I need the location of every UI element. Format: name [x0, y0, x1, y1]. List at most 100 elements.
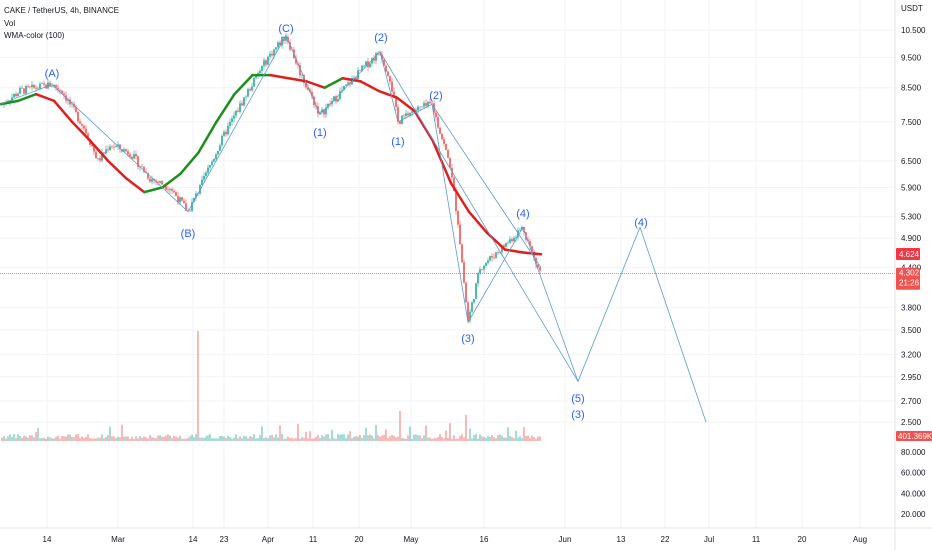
volume-bar — [185, 438, 187, 441]
volume-bar — [67, 434, 69, 441]
candle-body — [467, 302, 469, 321]
volume-bar — [309, 431, 311, 441]
candle-body — [61, 90, 63, 94]
candle-body — [299, 65, 301, 76]
volume-bar — [539, 436, 541, 441]
candle-body — [75, 107, 77, 112]
volume-bar — [419, 435, 421, 441]
candle-body — [389, 76, 391, 82]
candle-body — [433, 103, 435, 113]
volume-legend[interactable]: Vol — [4, 19, 16, 28]
volume-bar — [147, 438, 149, 441]
wave-label: (A) — [45, 68, 60, 80]
candle-body — [249, 89, 251, 91]
volume-bar — [501, 435, 503, 441]
price-tick-label: 2.700 — [901, 397, 922, 406]
symbol-title[interactable]: CAKE / TetherUS, 4h, BINANCE — [4, 6, 120, 15]
candle-body — [205, 172, 207, 177]
volume-bar — [379, 436, 381, 441]
candle-body — [97, 158, 99, 159]
candle-body — [147, 172, 149, 179]
candle-body — [239, 103, 241, 112]
volume-bar — [173, 435, 175, 441]
candle-body — [391, 81, 393, 92]
wave-label: (B) — [181, 228, 196, 240]
candle-body — [261, 65, 263, 71]
candle-body — [63, 93, 65, 96]
candle-body — [259, 70, 261, 74]
volume-bar — [79, 437, 81, 441]
candle-body — [447, 149, 449, 158]
time-tick-label: Jun — [559, 535, 572, 544]
volume-bar — [385, 429, 387, 441]
wma-legend[interactable]: WMA-color (100) — [4, 31, 65, 40]
volume-bar — [491, 434, 493, 441]
candle-body — [217, 150, 219, 155]
volume-bar — [329, 438, 331, 441]
time-tick-label: 13 — [617, 535, 626, 544]
volume-bar — [61, 435, 63, 441]
volume-bar — [393, 435, 395, 441]
candle-body — [403, 115, 405, 117]
volume-bar — [511, 437, 513, 441]
candle-body — [203, 176, 205, 180]
wma-segment — [0, 99, 20, 106]
volume-bar — [321, 435, 323, 441]
wave-label: (1) — [391, 136, 404, 148]
volume-bar — [219, 435, 221, 441]
candle-body — [37, 88, 39, 90]
volume-bar — [101, 434, 103, 441]
candle-body — [281, 36, 283, 46]
price-axis[interactable]: 10.500 9.500 8.500 7.500 6.500 5.900 5.300 4.90… — [901, 4, 926, 519]
volume-bar — [207, 435, 209, 441]
volume-bar — [27, 437, 29, 441]
price-tick-label: 6.500 — [901, 157, 922, 166]
candle-body — [251, 86, 253, 91]
volume-bar — [41, 438, 43, 441]
candle-body — [505, 243, 507, 247]
volume-bar — [339, 434, 341, 441]
volume-bar — [257, 438, 259, 441]
candle-body — [101, 152, 103, 161]
volume-bar — [111, 436, 113, 441]
volume-bar — [515, 430, 517, 441]
volume-bar — [443, 438, 445, 441]
volume-bar — [471, 438, 473, 441]
volume-bar — [307, 438, 309, 441]
volume-bar — [295, 438, 297, 441]
volume-bar — [367, 435, 369, 441]
volume-bar — [331, 429, 333, 441]
volume-bar — [431, 438, 433, 441]
candle-body — [431, 103, 433, 104]
candle-body — [157, 181, 159, 183]
volume-bar — [119, 437, 121, 441]
plot-background[interactable] — [0, 0, 895, 528]
candle-body — [219, 145, 221, 151]
volume-bar — [121, 424, 123, 441]
wma-value-badge — [896, 248, 920, 261]
volume-bar — [355, 436, 357, 441]
candle-body — [253, 77, 255, 87]
volume-bar — [157, 435, 159, 441]
candle-body — [189, 210, 191, 212]
candle-body — [473, 299, 475, 303]
time-axis[interactable]: 14 Mar 14 23 Apr 11 20 May 16 Jun 13 22 Jul 11 20 Aug — [43, 535, 868, 544]
candle-body — [483, 265, 485, 270]
volume-bar — [255, 438, 257, 441]
volume-bar — [211, 438, 213, 441]
candle-body — [345, 84, 347, 86]
volume-bar — [123, 436, 125, 441]
candle-body — [83, 125, 85, 129]
candle-body — [49, 82, 51, 87]
volume-bar — [359, 434, 361, 441]
candle-body — [535, 257, 537, 265]
volume-bar — [199, 437, 201, 441]
volume-bar — [267, 438, 269, 441]
candle-body — [123, 149, 125, 152]
volume-bar — [45, 438, 47, 441]
elliott-wave-lines[interactable] — [0, 35, 707, 423]
candle-body — [393, 91, 395, 98]
candle-body — [87, 133, 89, 140]
